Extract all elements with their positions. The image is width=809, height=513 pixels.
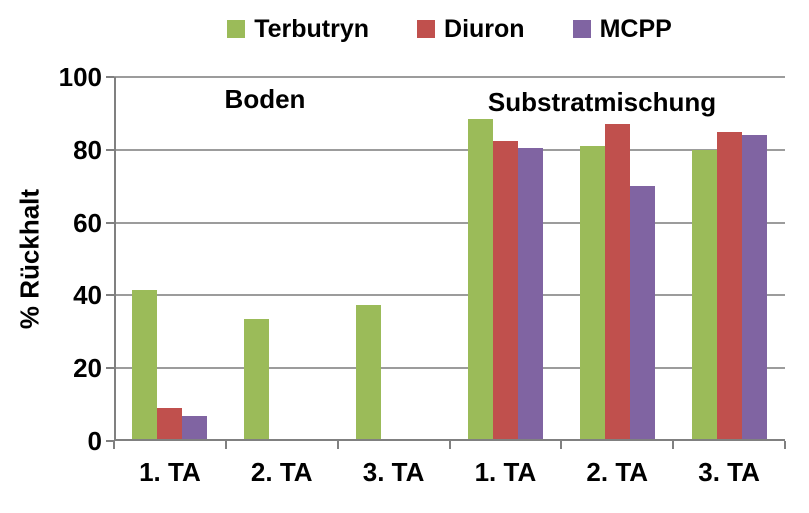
x-axis-tick-labels: 1. TA 2. TA 3. TA 1. TA 2. TA 3. TA <box>114 454 785 488</box>
legend-item-mcpp: MCPP <box>572 14 672 43</box>
mcpp-swatch-icon <box>572 20 591 38</box>
x-axis-tick <box>225 441 227 449</box>
group-label-boden: Boden <box>224 84 306 114</box>
gridline-60 <box>114 221 785 224</box>
bar-mcpp-3TA <box>741 135 767 441</box>
gridline-40 <box>114 294 785 297</box>
legend-item-terbutryn: Terbutryn <box>227 14 370 43</box>
bar-diuron-2TA <box>604 124 630 441</box>
legend: Terbutryn Diuron MCPP <box>114 12 785 46</box>
y-axis-tick <box>106 440 114 442</box>
x-tick-label: 3. TA <box>362 457 425 487</box>
legend-label: Diuron <box>444 14 525 43</box>
y-tick-label: 20 <box>73 353 102 384</box>
y-axis-line <box>114 77 116 441</box>
y-tick-label: 80 <box>73 134 102 165</box>
y-axis-tick <box>106 221 114 224</box>
x-axis-tick <box>784 441 786 449</box>
bar-terbutryn-2TA <box>579 146 605 441</box>
bar-mcpp-1TA <box>182 415 208 441</box>
legend-label: MCPP <box>599 14 672 43</box>
bar-terbutryn-1TA <box>132 289 158 441</box>
y-tick-label: 100 <box>58 62 102 92</box>
x-axis-tick <box>449 441 451 449</box>
bar-mcpp-2TA <box>629 186 655 441</box>
y-tick-label: 40 <box>73 280 102 311</box>
x-tick-label: 2. TA <box>586 457 649 487</box>
plot-area: Boden Substratmischung <box>106 76 786 449</box>
bar-diuron-1TA <box>157 408 183 441</box>
y-axis-tick <box>106 76 114 78</box>
y-axis-tick <box>106 294 114 297</box>
x-tick-label: 1. TA <box>139 457 201 487</box>
x-axis-tick <box>337 441 339 449</box>
y-tick-label: 60 <box>73 207 102 238</box>
bar-terbutryn-3TA <box>356 304 382 441</box>
y-axis-tick <box>106 148 114 151</box>
group-label-substratmischung: Substratmischung <box>487 87 717 117</box>
bar-terbutryn-1TA <box>467 118 493 441</box>
gridline-80 <box>114 148 785 151</box>
x-tick-label: 2. TA <box>250 457 313 487</box>
bar-diuron-1TA <box>492 140 518 441</box>
terbutryn-swatch-icon <box>227 20 246 38</box>
diuron-swatch-icon <box>417 20 436 38</box>
y-axis-tick <box>106 367 114 370</box>
bar-diuron-3TA <box>716 131 742 441</box>
x-tick-label: 3. TA <box>698 457 760 487</box>
x-axis-tick <box>672 441 674 449</box>
gridline-20 <box>114 367 785 370</box>
x-axis-tick <box>560 441 562 449</box>
legend-label: Terbutryn <box>254 14 370 43</box>
bar-mcpp-1TA <box>517 147 543 441</box>
x-axis-line <box>114 439 785 441</box>
x-tick-label: 1. TA <box>474 457 537 487</box>
y-axis-tick-labels: 0 20 40 60 80 100 <box>0 0 102 513</box>
x-axis-tick <box>113 441 115 449</box>
y-tick-label: 0 <box>87 426 102 456</box>
gridline-100 <box>114 76 785 78</box>
bar-terbutryn-3TA <box>691 149 717 441</box>
bar-terbutryn-2TA <box>244 319 270 441</box>
legend-item-diuron: Diuron <box>417 14 525 43</box>
